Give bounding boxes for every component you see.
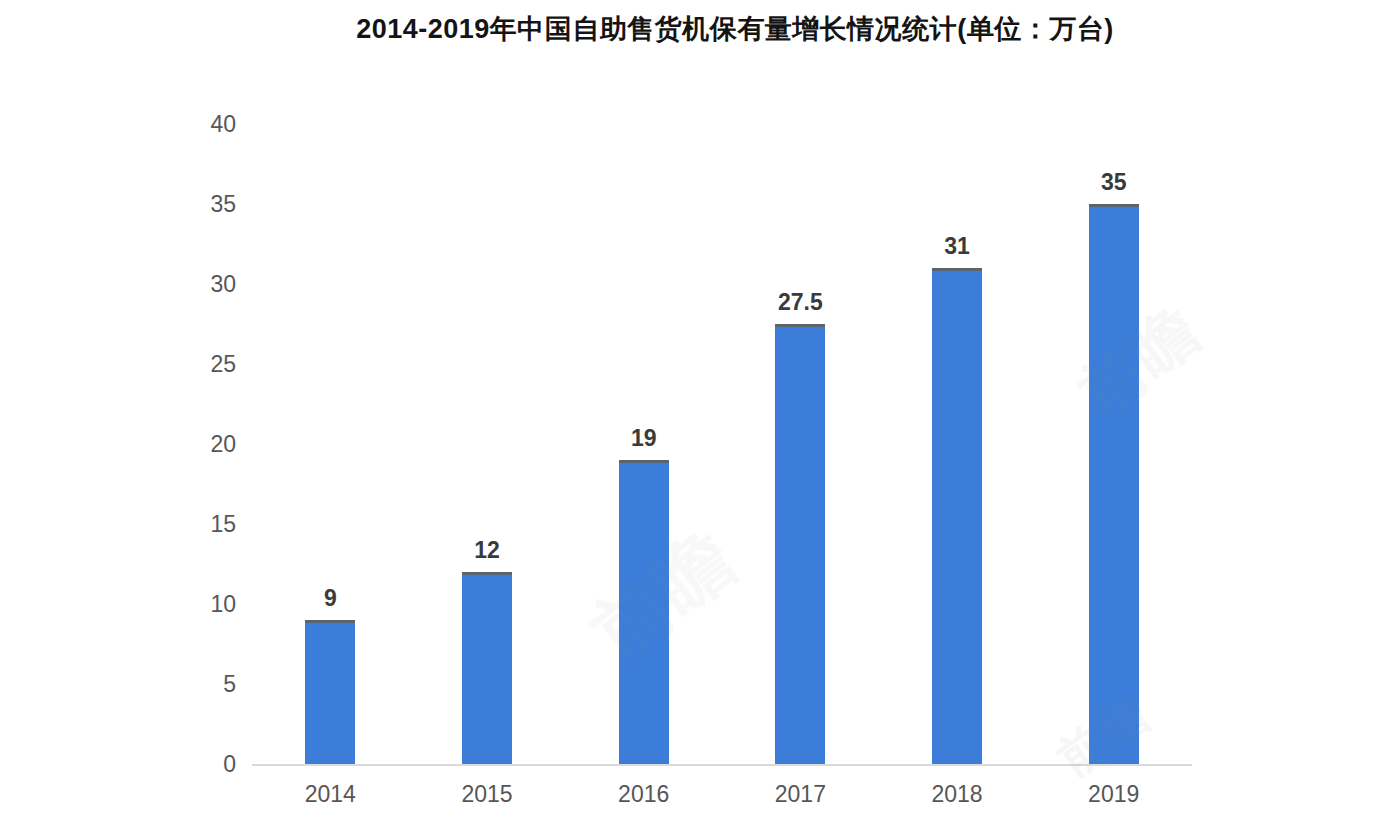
bar: [305, 620, 355, 764]
y-axis-tick-label: 15: [146, 510, 236, 538]
bar-slot: 31: [879, 124, 1036, 764]
y-axis-tick-label: 10: [146, 590, 236, 618]
bar: [462, 572, 512, 764]
bar-slot: 35: [1035, 124, 1192, 764]
y-axis: 0 5 10 15 20 25 30 35 40: [0, 0, 240, 836]
y-axis-tick-label: 25: [146, 350, 236, 378]
x-axis-tick-label: 2019: [1035, 780, 1192, 808]
y-axis-tick-label: 0: [146, 750, 236, 778]
x-axis-tick-label: 2018: [879, 780, 1036, 808]
x-axis-tick-label: 2017: [722, 780, 879, 808]
x-axis-tick-label: 2014: [252, 780, 409, 808]
bar: [775, 324, 825, 764]
bar: [619, 460, 669, 764]
bar: [1089, 204, 1139, 764]
y-axis-tick-label: 30: [146, 270, 236, 298]
bar-value-label: 27.5: [778, 289, 823, 315]
bar-value-label: 35: [1101, 169, 1127, 195]
bar-slot: 27.5: [722, 124, 879, 764]
bar: [932, 268, 982, 764]
y-axis-tick-label: 20: [146, 430, 236, 458]
bar-value-label: 19: [631, 425, 657, 451]
x-axis-tick-label: 2016: [565, 780, 722, 808]
y-axis-tick-label: 5: [146, 670, 236, 698]
bar-slot: 9: [252, 124, 409, 764]
bar-slot: 19: [565, 124, 722, 764]
x-axis: 201420152016201720182019: [252, 780, 1192, 808]
bar-value-label: 9: [324, 585, 337, 611]
bar-value-label: 31: [944, 233, 970, 259]
x-axis-tick-label: 2015: [409, 780, 566, 808]
y-axis-tick-label: 40: [146, 110, 236, 138]
y-axis-tick-label: 35: [146, 190, 236, 218]
plot-area: 9 12 19 27.5 31 35: [252, 124, 1192, 766]
chart-page: 2014-2019年中国自助售货机保有量增长情况统计(单位：万台) 051015…: [0, 0, 1400, 836]
bar-value-label: 12: [474, 537, 500, 563]
bar-slot: 12: [409, 124, 566, 764]
